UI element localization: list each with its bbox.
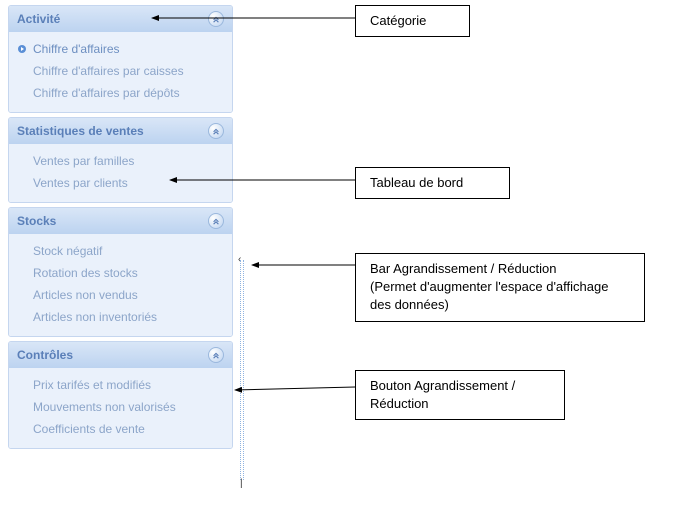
item-label: Ventes par clients [33,176,128,190]
category-header-stats[interactable]: Statistiques de ventes [9,118,232,144]
category-activite: Activité Chiffre d'affaires Chiffre d'af… [8,5,233,113]
sidebar-item-ca-depots[interactable]: Chiffre d'affaires par dépôts [13,82,228,104]
item-label: Articles non vendus [33,288,138,302]
category-stocks: Stocks Stock négatif Rotation des stocks… [8,207,233,337]
category-title: Activité [17,12,60,26]
collapse-icon[interactable] [208,123,224,139]
sidebar-item-articles-non-inventories[interactable]: Articles non inventoriés [13,306,228,328]
category-body: Ventes par familles Ventes par clients [9,144,232,202]
category-body: Stock négatif Rotation des stocks Articl… [9,234,232,336]
category-body: Chiffre d'affaires Chiffre d'affaires pa… [9,32,232,112]
bullet-icon [17,43,27,53]
sidebar-item-coefficients-vente[interactable]: Coefficients de vente [13,418,228,440]
item-label: Rotation des stocks [33,266,138,280]
sidebar-item-mouvements-non-valorises[interactable]: Mouvements non valorisés [13,396,228,418]
item-label: Mouvements non valorisés [33,400,176,414]
category-header-controles[interactable]: Contrôles [9,342,232,368]
callout-bouton-agrandissement: Bouton Agrandissement / Réduction [355,370,565,420]
sidebar-item-prix-tarifes[interactable]: Prix tarifés et modifiés [13,374,228,396]
callout-text: Tableau de bord [370,175,463,190]
category-title: Contrôles [17,348,73,362]
category-stats-ventes: Statistiques de ventes Ventes par famill… [8,117,233,203]
callout-bar-agrandissement: Bar Agrandissement / Réduction (Permet d… [355,253,645,322]
callout-line: Bar Agrandissement / Réduction [370,260,630,278]
category-header-stocks[interactable]: Stocks [9,208,232,234]
collapse-icon[interactable] [208,213,224,229]
resize-handle-bottom-icon[interactable]: | [240,478,243,489]
callout-line: des données) [370,296,630,314]
item-label: Chiffre d'affaires [33,42,120,56]
item-label: Articles non inventoriés [33,310,157,324]
resize-bar[interactable] [240,260,244,480]
category-body: Prix tarifés et modifiés Mouvements non … [9,368,232,448]
callout-tableau-de-bord: Tableau de bord [355,167,510,199]
sidebar-item-ventes-familles[interactable]: Ventes par familles [13,150,228,172]
sidebar-item-stock-negatif[interactable]: Stock négatif [13,240,228,262]
collapse-icon[interactable] [208,347,224,363]
category-title: Statistiques de ventes [17,124,144,138]
sidebar-item-rotation-stocks[interactable]: Rotation des stocks [13,262,228,284]
callout-line: (Permet d'augmenter l'espace d'affichage [370,278,630,296]
item-label: Chiffre d'affaires par dépôts [33,86,180,100]
category-header-activite[interactable]: Activité [9,6,232,32]
sidebar-item-articles-non-vendus[interactable]: Articles non vendus [13,284,228,306]
sidebar-item-chiffre-affaires[interactable]: Chiffre d'affaires [13,38,228,60]
sidebar: Activité Chiffre d'affaires Chiffre d'af… [8,5,233,453]
callout-categorie: Catégorie [355,5,470,37]
category-title: Stocks [17,214,56,228]
item-label: Coefficients de vente [33,422,145,436]
sidebar-item-ventes-clients[interactable]: Ventes par clients [13,172,228,194]
sidebar-item-ca-caisses[interactable]: Chiffre d'affaires par caisses [13,60,228,82]
item-label: Stock négatif [33,244,102,258]
callout-text: Catégorie [370,13,426,28]
item-label: Prix tarifés et modifiés [33,378,151,392]
item-label: Ventes par familles [33,154,134,168]
callout-line: Bouton Agrandissement / [370,377,550,395]
category-controles: Contrôles Prix tarifés et modifiés Mouve… [8,341,233,449]
item-label: Chiffre d'affaires par caisses [33,64,184,78]
collapse-icon[interactable] [208,11,224,27]
callout-line: Réduction [370,395,550,413]
